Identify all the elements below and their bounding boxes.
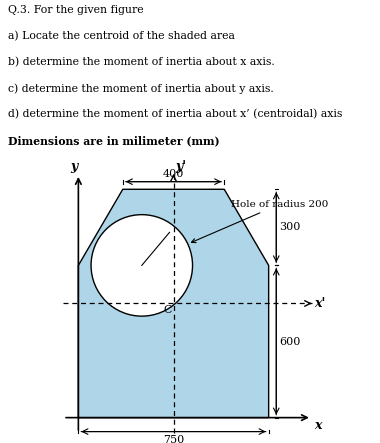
Text: 600: 600: [279, 337, 301, 346]
Text: a) Locate the centroid of the shaded area: a) Locate the centroid of the shaded are…: [8, 31, 234, 42]
Text: 400: 400: [163, 169, 184, 179]
Text: Hole of radius 200: Hole of radius 200: [192, 200, 328, 243]
Text: C: C: [163, 306, 171, 315]
Polygon shape: [78, 189, 269, 418]
Text: Q.3. For the given figure: Q.3. For the given figure: [8, 5, 143, 15]
Text: y': y': [176, 160, 187, 173]
Text: x: x: [314, 419, 321, 432]
Text: y: y: [70, 160, 77, 173]
Text: 300: 300: [279, 222, 301, 232]
Circle shape: [91, 215, 193, 316]
Text: x': x': [314, 297, 325, 310]
Text: b) determine the moment of inertia about x axis.: b) determine the moment of inertia about…: [8, 57, 274, 67]
Text: Dimensions are in milimeter (mm): Dimensions are in milimeter (mm): [8, 136, 219, 147]
Text: d) determine the moment of inertia about x’ (centroidal) axis: d) determine the moment of inertia about…: [8, 109, 342, 120]
Text: 750: 750: [163, 435, 184, 443]
Text: c) determine the moment of inertia about y axis.: c) determine the moment of inertia about…: [8, 83, 273, 94]
